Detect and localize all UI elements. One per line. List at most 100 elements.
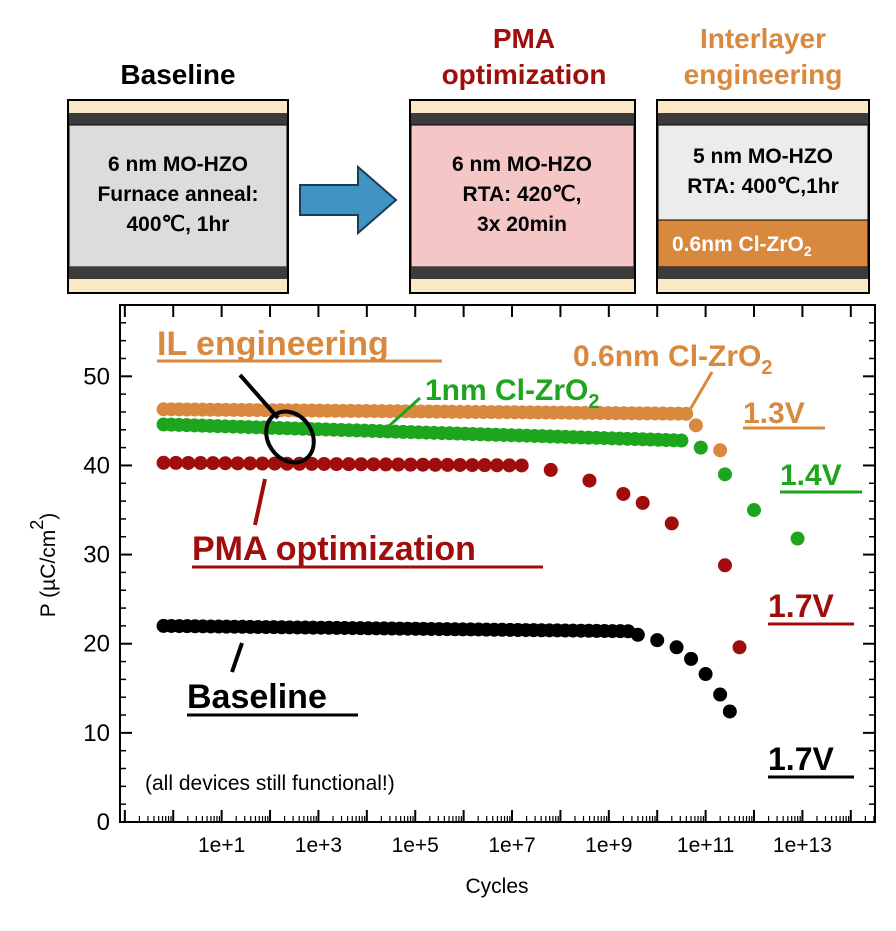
interlayer-line-2: RTA: 400℃,1hr: [687, 175, 839, 198]
panel-baseline: Baseline 6 nm MO-HZO Furnace anneal: 400…: [67, 59, 289, 294]
panel-pma-title-1: PMA: [493, 23, 555, 54]
hzo-layer: [68, 124, 288, 268]
marker-pma: [181, 455, 196, 470]
hzo-layer: [657, 124, 869, 221]
marker-pma: [452, 457, 467, 472]
v14-label: 1.4V: [780, 459, 842, 492]
baseline-line-2: Furnace anneal:: [97, 183, 258, 206]
y-tick-label: 20: [83, 631, 110, 658]
marker-pma: [205, 456, 220, 471]
marker-pma: [717, 558, 732, 573]
bottom-electrode-layer: [658, 267, 868, 279]
marker-pma: [366, 457, 381, 472]
marker-pma: [616, 486, 631, 501]
marker-pma: [635, 495, 650, 510]
y-tick-label: 40: [83, 452, 110, 479]
cl1-label: 1nm Cl-ZrO2: [425, 374, 599, 413]
functional-note: (all devices still functional!): [145, 772, 395, 795]
interlayer-line-1: 5 nm MO-HZO: [693, 145, 833, 168]
pma-line-2: RTA: 420℃,: [463, 183, 582, 206]
marker-cl1: [717, 467, 732, 482]
marker-pma: [732, 640, 747, 655]
marker-pma: [502, 458, 517, 473]
x-tick-label: 1e+1: [198, 834, 245, 857]
marker-base: [684, 651, 699, 666]
marker-pma: [304, 456, 319, 471]
y-axis-label: P (µC/cm2): [27, 513, 60, 618]
x-tick-label: 1e+5: [392, 834, 439, 857]
pma-label: PMA optimization: [192, 530, 476, 568]
y-tick-label: 30: [83, 542, 110, 569]
data-markers: [156, 402, 805, 719]
marker-pma: [354, 457, 369, 472]
top-electrode-layer: [658, 113, 868, 125]
interlayer-label: 0.6nm Cl-ZrO2: [672, 233, 812, 259]
marker-base: [713, 687, 728, 702]
marker-pma: [156, 455, 171, 470]
y-tick-label: 0: [97, 809, 110, 836]
marker-pma: [317, 456, 332, 471]
marker-pma: [230, 456, 245, 471]
x-tick-label: 1e+13: [773, 834, 832, 857]
x-tick-label: 1e+9: [585, 834, 632, 857]
marker-cl1: [674, 433, 689, 448]
x-tick-label: 1e+7: [488, 834, 535, 857]
marker-il: [713, 443, 728, 458]
marker-pma: [193, 456, 208, 471]
baseline-line-1: 6 nm MO-HZO: [108, 153, 248, 176]
marker-pma: [243, 456, 258, 471]
x-tick-label: 1e+3: [295, 834, 342, 857]
marker-il: [688, 418, 703, 433]
marker-pma: [255, 456, 270, 471]
marker-pma: [489, 458, 504, 473]
marker-pma: [415, 457, 430, 472]
marker-base: [650, 633, 665, 648]
panel-pma: PMA optimization 6 nm MO-HZO RTA: 420℃, …: [409, 23, 636, 294]
y-tick-label: 50: [83, 363, 110, 390]
marker-cl1: [790, 531, 805, 546]
marker-base: [630, 627, 645, 642]
marker-cl1: [693, 440, 708, 455]
y-axis-ticks: 0 10 20 30 40 50: [83, 322, 875, 836]
x-tick-label: 1e+11: [677, 834, 734, 857]
marker-base: [698, 667, 713, 682]
bottom-electrode-layer: [411, 267, 634, 279]
y-tick-label: 10: [83, 720, 110, 747]
x-axis-ticks: 1e+1 1e+3 1e+5 1e+7 1e+9 1e+11 1e+13: [123, 305, 875, 857]
bottom-electrode-layer: [69, 267, 287, 279]
hzo-layer: [410, 124, 635, 268]
marker-pma: [378, 457, 393, 472]
interlayer-layer: [657, 219, 869, 268]
panel-baseline-title: Baseline: [120, 59, 235, 90]
marker-pma: [428, 457, 443, 472]
v13-label: 1.3V: [743, 397, 805, 430]
baseline-pointer-line: [230, 642, 244, 673]
marker-pma: [514, 458, 529, 473]
marker-pma: [218, 456, 233, 471]
marker-pma: [403, 457, 418, 472]
marker-base: [669, 640, 684, 655]
panel-interlayer-title-1: Interlayer: [700, 23, 826, 54]
baseline-label: Baseline: [187, 678, 327, 716]
marker-pma: [267, 456, 282, 471]
right-arrow-icon: [299, 164, 398, 236]
il-engineering-label: IL engineering: [157, 325, 389, 363]
marker-pma: [440, 457, 455, 472]
baseline-line-3: 400℃, 1hr: [127, 213, 230, 236]
x-axis-label: Cycles: [465, 875, 528, 898]
panel-interlayer: Interlayer engineering 5 nm MO-HZO RTA: …: [656, 23, 870, 294]
pma-pointer-line: [253, 478, 267, 526]
v17b-label: 1.7V: [768, 741, 834, 777]
cl1-pointer-line: [376, 396, 422, 438]
marker-pma: [168, 455, 183, 470]
il-pointer-line: [238, 373, 280, 420]
marker-pma: [391, 457, 406, 472]
marker-base: [722, 704, 737, 719]
marker-pma: [664, 516, 679, 531]
il-highlight-ellipse: [264, 409, 316, 465]
marker-pma: [582, 473, 597, 488]
cl06-label: 0.6nm Cl-ZrO2: [573, 340, 773, 379]
cl06-pointer-line: [682, 371, 714, 421]
v17a-label: 1.7V: [768, 588, 834, 624]
